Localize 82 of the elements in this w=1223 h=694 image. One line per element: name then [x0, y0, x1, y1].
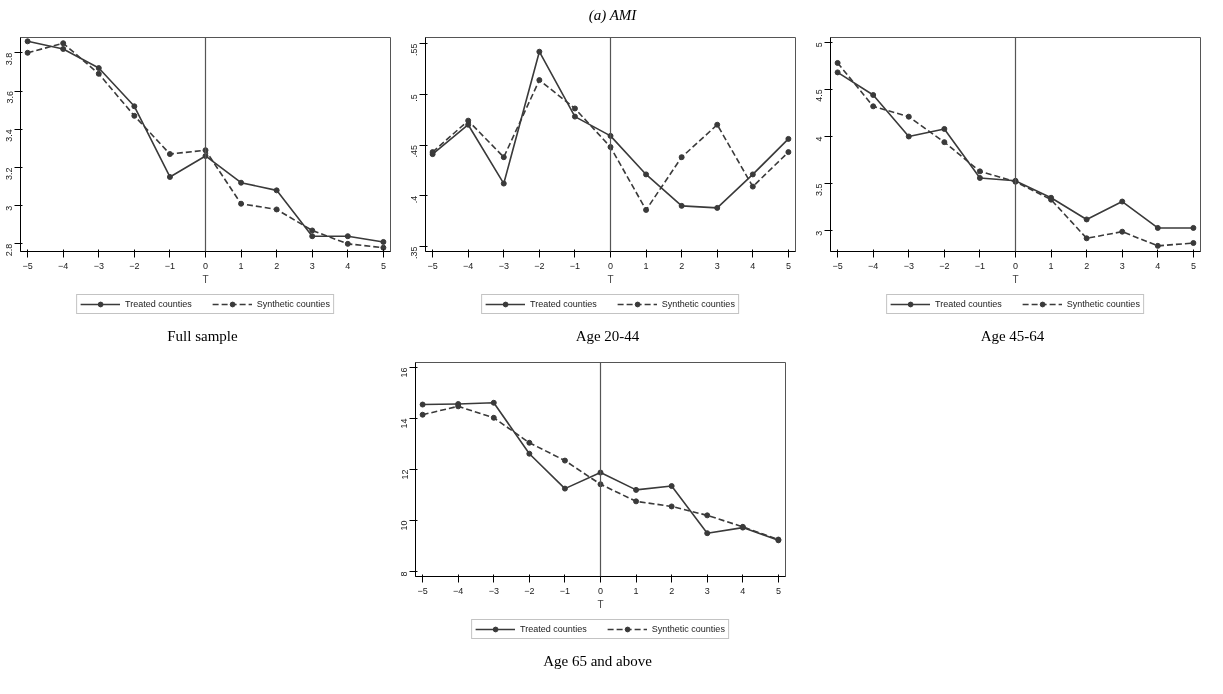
text: Full sample	[167, 327, 238, 346]
y-tick-label: 2.8	[4, 243, 15, 257]
y-tick-label: 3.2	[4, 167, 15, 180]
x-tick-label: −3	[93, 260, 104, 271]
x-tick-label: 2	[1084, 260, 1090, 271]
x-tick-label: 4	[740, 585, 746, 596]
y-tick-label: .4	[409, 195, 420, 204]
x-tick-label: −5	[832, 260, 843, 271]
x-axis-title: T	[1012, 273, 1019, 285]
x-tick-label: −2	[524, 585, 535, 596]
x-tick-label: 4	[1155, 260, 1161, 271]
y-tick-label: 16	[399, 367, 410, 378]
y-tick-label: 3.4	[4, 129, 15, 142]
x-tick-label: 1	[633, 585, 639, 596]
y-tick-label: 3.6	[4, 91, 15, 104]
x-tick-label: −2	[939, 260, 950, 271]
x-tick-label: 5	[380, 260, 386, 271]
x-tick-label: −4	[58, 260, 69, 271]
x-tick-label: 3	[1119, 260, 1125, 271]
y-tick-label: 10	[399, 520, 410, 531]
x-tick-label: −5	[427, 260, 438, 271]
x-tick-label: 1	[643, 260, 649, 271]
y-tick-label: 4.5	[814, 89, 825, 102]
y-tick-label: .35	[409, 246, 420, 259]
x-tick-label: −4	[463, 260, 474, 271]
x-tick-label: −3	[488, 585, 499, 596]
legend-label: Treated counties	[520, 624, 587, 634]
text: Age 65 and above	[543, 652, 652, 671]
x-tick-label: 3	[714, 260, 720, 271]
x-tick-label: −2	[129, 260, 140, 271]
x-tick-label: −5	[417, 585, 428, 596]
x-tick-label: −1	[559, 585, 571, 596]
x-tick-label: 5	[1190, 260, 1196, 271]
x-tick-label: 0	[598, 585, 604, 596]
legend-label: Synthetic counties	[651, 624, 725, 634]
legend-label: Synthetic counties	[661, 299, 735, 309]
x-tick-label: 2	[679, 260, 685, 271]
y-tick-label: 4	[814, 136, 825, 142]
x-tick-label: −2	[534, 260, 545, 271]
x-tick-label: 0	[203, 260, 209, 271]
x-tick-label: −1	[569, 260, 581, 271]
legend-label: Treated counties	[530, 299, 597, 309]
y-tick-label: 5	[814, 42, 825, 48]
x-tick-label: 5	[775, 585, 781, 596]
text: Age 20-44	[575, 327, 640, 346]
x-tick-label: 3	[704, 585, 710, 596]
x-axis-title: T	[607, 273, 614, 285]
x-axis-title: T	[597, 598, 604, 610]
x-tick-label: 3	[309, 260, 315, 271]
x-tick-label: 5	[785, 260, 791, 271]
x-tick-label: −1	[164, 260, 176, 271]
legend-label: Treated counties	[935, 299, 1002, 309]
y-tick-label: 3	[4, 205, 15, 211]
text: (a) AMI	[588, 6, 637, 25]
y-tick-label: .45	[409, 145, 420, 158]
text: Age 45-64	[980, 327, 1045, 346]
x-tick-label: −5	[22, 260, 33, 271]
x-tick-label: 0	[1013, 260, 1019, 271]
y-tick-label: 12	[399, 469, 410, 480]
x-tick-label: −4	[453, 585, 464, 596]
y-tick-label: .55	[409, 43, 420, 57]
x-axis-title: T	[202, 273, 209, 285]
x-tick-label: 4	[750, 260, 756, 271]
x-tick-label: −3	[498, 260, 509, 271]
x-tick-label: 2	[274, 260, 280, 271]
y-tick-label: 14	[399, 418, 410, 429]
x-tick-label: −1	[974, 260, 986, 271]
legend-label: Treated counties	[125, 299, 192, 309]
y-tick-label: 3.5	[814, 183, 825, 197]
x-tick-label: 4	[345, 260, 351, 271]
x-tick-label: 2	[669, 585, 675, 596]
x-tick-label: −4	[868, 260, 879, 271]
x-tick-label: 1	[238, 260, 244, 271]
x-tick-label: 1	[1048, 260, 1054, 271]
legend-label: Synthetic counties	[256, 299, 330, 309]
y-tick-label: 3.8	[4, 52, 15, 66]
y-tick-label: .5	[409, 94, 420, 102]
y-tick-label: 8	[399, 571, 410, 577]
y-tick-label: 3	[814, 230, 825, 236]
x-tick-label: −3	[903, 260, 914, 271]
legend-label: Synthetic counties	[1066, 299, 1140, 309]
x-tick-label: 0	[608, 260, 614, 271]
